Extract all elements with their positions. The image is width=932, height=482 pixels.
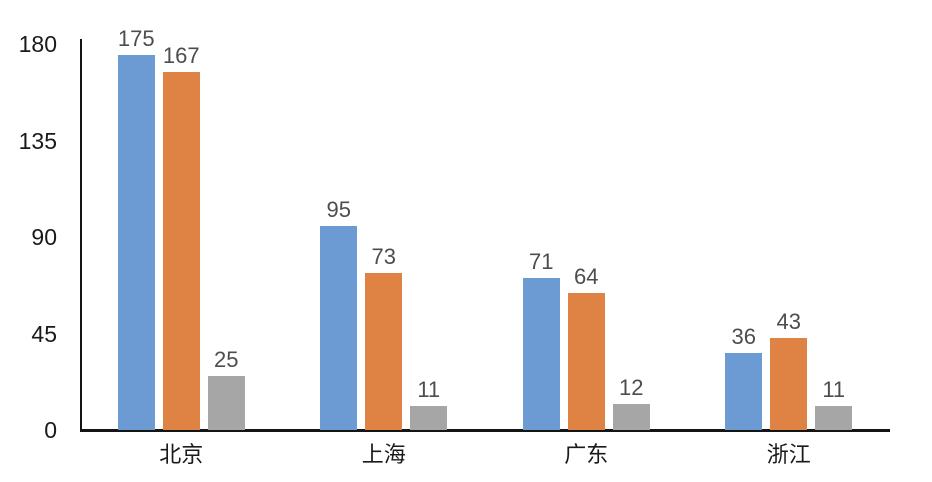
bar-orange-浙江 <box>770 337 808 430</box>
y-axis-tick-label: 45 <box>31 320 57 347</box>
bar-orange-广东 <box>567 292 605 430</box>
bar-value-label: 64 <box>574 263 599 289</box>
x-axis-category-label: 浙江 <box>766 442 811 467</box>
bar-blue-浙江 <box>725 352 763 430</box>
bar-gray-浙江 <box>815 406 853 430</box>
bar-value-label: 43 <box>776 308 801 334</box>
y-axis-line <box>80 39 82 431</box>
x-axis-category-label: 广东 <box>564 442 609 467</box>
bar-blue-北京 <box>117 54 155 430</box>
bar-orange-北京 <box>162 71 200 430</box>
x-axis-category-label: 上海 <box>361 442 406 467</box>
x-axis-line <box>80 429 890 432</box>
bar-value-label: 71 <box>529 248 554 274</box>
bar-value-label: 95 <box>326 197 351 223</box>
bar-value-label: 11 <box>822 377 846 403</box>
bar-gray-上海 <box>410 406 448 430</box>
y-axis-tick-label: 90 <box>31 224 57 250</box>
bar-value-label: 167 <box>162 42 200 68</box>
bar-gray-北京 <box>207 376 245 430</box>
bar-value-label: 25 <box>214 347 239 373</box>
bar-value-label: 175 <box>117 25 155 51</box>
bar-value-label: 36 <box>731 323 756 349</box>
bar-value-label: 73 <box>371 244 396 270</box>
y-axis-tick-label: 180 <box>18 31 57 57</box>
y-axis-tick-label: 0 <box>44 417 57 443</box>
bar-value-label: 12 <box>619 375 644 401</box>
bar-value-label: 11 <box>417 377 441 403</box>
bar-blue-上海 <box>320 226 358 430</box>
bar-blue-广东 <box>522 277 560 430</box>
x-axis-category-label: 北京 <box>159 442 204 467</box>
y-axis-tick-label: 135 <box>18 127 57 154</box>
bar-gray-广东 <box>612 404 650 430</box>
bar-orange-上海 <box>365 273 403 430</box>
